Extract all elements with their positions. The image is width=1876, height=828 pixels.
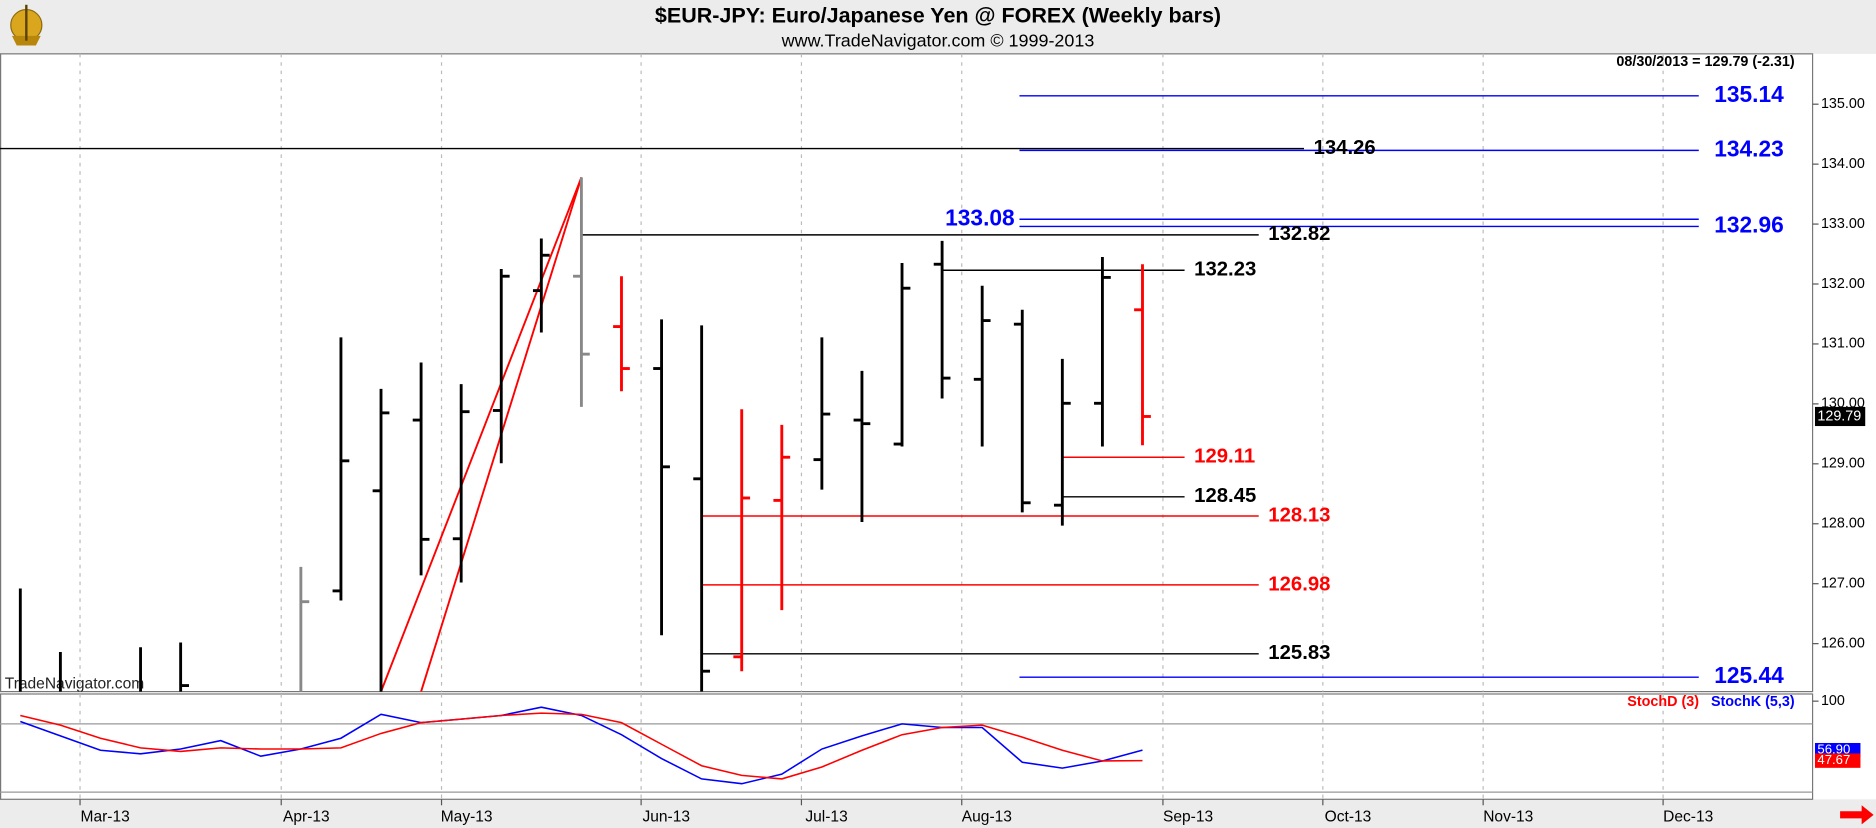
stoch-plot: [0, 706, 1813, 793]
y-tick-label: 126.00: [1821, 635, 1865, 651]
logo: [10, 4, 43, 46]
stoch-panel-frame: [0, 693, 1814, 800]
annotations: 126.00127.00128.00129.00130.00131.00132.…: [945, 81, 1866, 768]
level-label: 132.82: [1268, 223, 1330, 245]
x-tick-label: Mar-13: [81, 808, 130, 825]
x-tick-label: Sep-13: [1163, 808, 1213, 825]
stoch-line: [20, 706, 1143, 785]
price-panel-frame: [0, 53, 1814, 693]
y-tick-label: 129.00: [1821, 456, 1865, 472]
watermark: TradeNavigator.com: [5, 676, 144, 693]
x-tick-label: May-13: [441, 808, 493, 825]
price-plot: [0, 95, 1699, 692]
y-tick-label: 128.00: [1821, 516, 1865, 532]
y-tick-label: 131.00: [1821, 336, 1865, 352]
last-value-label: 47.67: [1817, 752, 1850, 767]
y-tick-label: 133.00: [1821, 216, 1865, 232]
level-label: 132.23: [1194, 259, 1256, 281]
y-tick-label: 100: [1821, 693, 1845, 709]
x-tick-label: Nov-13: [1483, 808, 1533, 825]
x-tick-label: Apr-13: [283, 808, 330, 825]
legend-label: StochK (5,3): [1711, 694, 1795, 710]
x-tick-label: Jun-13: [642, 808, 690, 825]
level-label: 134.26: [1314, 137, 1376, 159]
level-label: 125.44: [1714, 662, 1784, 688]
header-band: [0, 0, 1876, 54]
trendline: [380, 176, 583, 692]
footer-band: [0, 799, 1876, 828]
x-tick-label: Aug-13: [962, 808, 1012, 825]
last-value-box: [1814, 753, 1861, 768]
x-tick-label: Dec-13: [1663, 808, 1713, 825]
level-label: 129.11: [1194, 446, 1255, 468]
last-value-label: 56.90: [1817, 742, 1850, 757]
level-label: 134.23: [1714, 135, 1783, 161]
level-label: 128.45: [1194, 485, 1256, 507]
y-tick-label: 127.00: [1821, 576, 1865, 592]
stoch-line: [20, 712, 1143, 780]
level-label: 128.13: [1268, 504, 1330, 526]
legend-label: StochD (3): [1627, 694, 1699, 710]
level-label: 135.14: [1714, 81, 1784, 107]
last-price-box: [1814, 406, 1866, 427]
level-label: 125.83: [1268, 642, 1330, 664]
y-tick-label: 134.00: [1821, 156, 1865, 172]
last-price-info: 08/30/2013 = 129.79 (-2.31): [1616, 54, 1794, 70]
level-label: 132.96: [1714, 211, 1783, 237]
y-tick-label: 132.00: [1821, 276, 1865, 292]
scroll-arrow[interactable]: [1840, 805, 1874, 825]
y-tick-label: 135.00: [1821, 96, 1865, 112]
level-label: 126.98: [1268, 573, 1330, 595]
level-label: 133.08: [945, 204, 1014, 230]
x-tick-label: Jul-13: [805, 808, 847, 825]
x-tick-label: Oct-13: [1325, 808, 1372, 825]
last-price-label: 129.79: [1817, 408, 1861, 424]
chart-subtitle: www.TradeNavigator.com © 1999-2013: [781, 31, 1095, 51]
chart-title: $EUR-JPY: Euro/Japanese Yen @ FOREX (Wee…: [655, 3, 1221, 27]
